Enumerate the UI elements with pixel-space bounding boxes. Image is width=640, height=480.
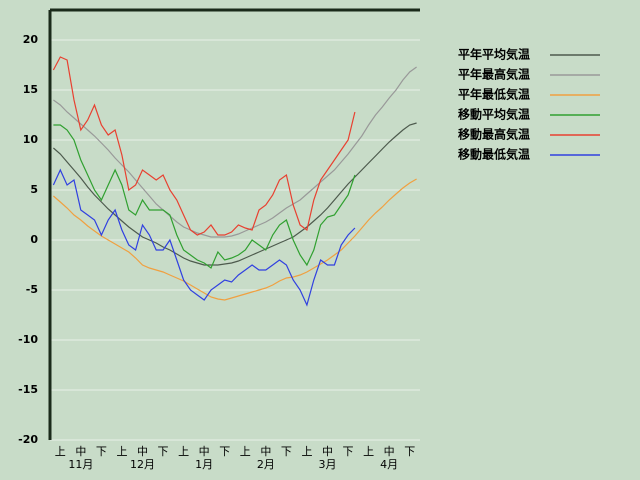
y-tick-label: -20 [18,433,38,446]
x-tick-label: 下 [404,445,415,458]
legend-label: 平年最低気温 [458,87,530,102]
y-tick-label: 10 [23,133,39,146]
y-tick-label: -10 [18,333,38,346]
legend-label: 平年平均気温 [458,47,530,62]
y-tick-label: 5 [30,183,38,196]
month-label: 11月 [68,458,93,471]
plot-area [50,10,420,440]
y-tick-label: -15 [18,383,38,396]
lines [52,56,417,307]
x-tick-label: 中 [199,445,210,458]
x-tick-label: 中 [137,445,148,458]
series-line [53,122,417,266]
x-tick-label: 下 [343,445,354,458]
month-label: 1月 [195,458,213,471]
x-tick-label: 中 [322,445,333,458]
x-tick-label: 上 [116,445,127,458]
month-label: 2月 [257,458,275,471]
legend-label: 移動平均気温 [458,107,530,122]
x-tick-label: 中 [384,445,395,458]
series-line [52,168,356,307]
x-tick-label: 下 [281,445,292,458]
x-tick-label: 下 [158,445,169,458]
x-tick-label: 上 [55,445,66,458]
legend-label: 移動最高気温 [458,127,530,142]
month-label: 12月 [130,458,155,471]
y-tick-label: 0 [30,233,38,246]
x-tick-label: 上 [178,445,189,458]
legend-label: 平年最高気温 [458,67,530,82]
series-line [53,124,356,269]
x-tick-label: 上 [301,445,312,458]
x-tick-label: 下 [219,445,230,458]
series-line [52,56,356,236]
series-line [53,178,417,301]
x-tick-label: 上 [363,445,374,458]
x-tick-label: 中 [260,445,271,458]
series-line [53,66,417,238]
y-tick-label: -5 [26,283,38,296]
month-label: 4月 [380,458,398,471]
x-tick-label: 中 [75,445,86,458]
x-tick-label: 下 [96,445,107,458]
month-label: 3月 [319,458,337,471]
y-tick-label: 20 [23,33,39,46]
legend-label: 移動最低気温 [458,147,530,162]
x-tick-label: 上 [240,445,251,458]
y-tick-label: 15 [23,83,38,96]
